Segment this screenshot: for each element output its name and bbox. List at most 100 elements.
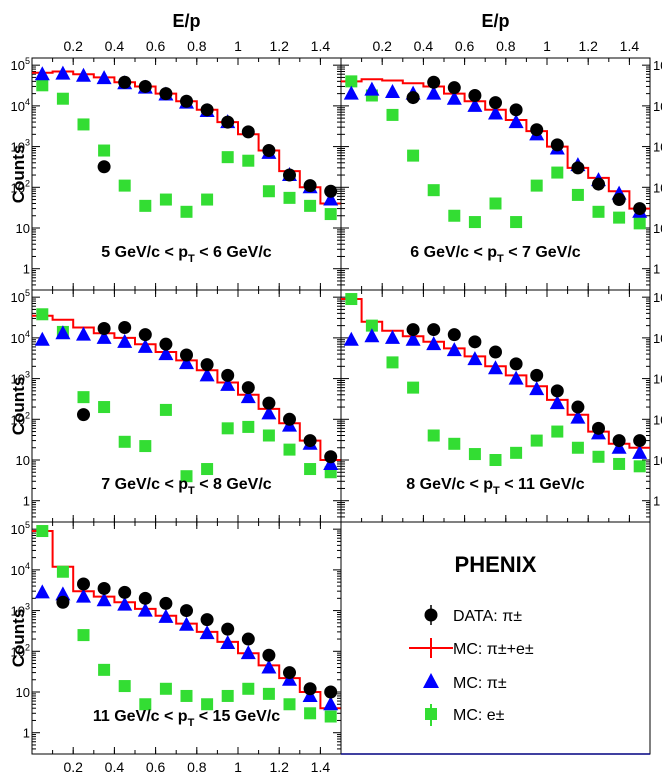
data-point [633, 434, 647, 448]
data-point [530, 368, 544, 382]
x-tick-label-top: 0.2 [63, 38, 83, 54]
mc-e-point [613, 457, 626, 470]
data-point [509, 103, 523, 117]
mc-e-point [551, 166, 564, 179]
mc-e-point [345, 75, 358, 88]
mc-e-point [324, 208, 337, 221]
mc-pi-point [199, 367, 215, 382]
mc-e-point [468, 448, 481, 461]
mc-pi-point [220, 376, 236, 391]
data-point [509, 357, 523, 371]
mc-e-point [530, 179, 543, 192]
mc-pi-point [632, 444, 648, 459]
mc-pi-point [529, 381, 545, 396]
mc-e-point [242, 420, 255, 433]
data-point [77, 577, 90, 591]
y-tick-label: 102 [653, 178, 662, 195]
x-tick-label-top: 1 [234, 38, 242, 54]
data-point [138, 79, 152, 93]
data-point [283, 666, 296, 680]
mc-pi-point [96, 329, 112, 344]
mc-e-point [180, 689, 193, 702]
mc-e-point [448, 437, 461, 450]
y-tick-label: 1 [23, 726, 30, 741]
mc-e-point [427, 429, 440, 442]
x-tick-label-bottom: 0.4 [105, 759, 125, 775]
data-point [550, 138, 564, 152]
mc-pi-point [323, 696, 339, 711]
data-point [118, 585, 132, 599]
mc-pi-point [405, 331, 421, 346]
mc-e-point [427, 184, 440, 197]
mc-pi-point [96, 70, 112, 85]
mc-e-point [98, 401, 111, 414]
data-point [241, 125, 255, 139]
data-point [180, 94, 193, 108]
mc-e-point [262, 687, 275, 700]
mc-e-point [468, 216, 481, 229]
data-point [489, 345, 502, 359]
mc-e-point [324, 710, 337, 723]
data-point [612, 434, 626, 448]
mc-pi-point [158, 608, 174, 623]
x-tick-label-bottom: 1.2 [269, 759, 289, 775]
mc-pi-point [343, 85, 359, 100]
panel-label: 8 GeV/c < pT < 11 GeV/c [406, 476, 585, 497]
mc-e-point [386, 108, 399, 121]
data-point [138, 591, 152, 605]
mc-e-point [345, 293, 358, 306]
data-point [77, 408, 90, 422]
data-point [241, 632, 255, 646]
legend-marker-triangle [423, 673, 439, 688]
mc-e-point [283, 191, 296, 204]
data-point [262, 648, 276, 662]
data-point [221, 115, 235, 129]
y-tick-label: 103 [11, 602, 30, 619]
legend-title: PHENIX [455, 552, 537, 577]
panel-3: 7 GeV/c < pT < 8 GeV/c 1 10 102 103 104 105 Cou… [9, 288, 342, 523]
data-point [221, 622, 235, 636]
mc-e-point [139, 698, 152, 711]
mc-e-point [407, 149, 420, 162]
legend: PHENIX DATA: π± MC: π±+e± MC: π± MC: e± [340, 521, 651, 755]
mc-e-point [36, 525, 49, 538]
y-tick-label: 105 [653, 56, 662, 73]
mc-e-point [592, 450, 605, 463]
x-tick-label-top: 1.4 [311, 38, 331, 54]
mc-pi-point [240, 389, 256, 404]
data-point [571, 400, 585, 414]
x-tick-label-top: 1.2 [269, 38, 289, 54]
panel-label: 6 GeV/c < pT < 7 GeV/c [410, 244, 580, 265]
mc-e-point [304, 463, 317, 476]
y-tick-label: 10 [16, 453, 30, 468]
mc-pi-point [55, 586, 71, 601]
mc-e-point [36, 79, 49, 92]
y-tick-label: 105 [11, 56, 30, 73]
y-axis-title: Counts [9, 145, 28, 204]
mc-e-point [510, 216, 523, 229]
data-point [550, 384, 564, 398]
y-tick-label: 103 [653, 138, 662, 155]
mc-e-point [592, 205, 605, 218]
x-tick-label-top: 0.2 [372, 38, 392, 54]
data-point [200, 358, 214, 372]
data-point [303, 434, 317, 448]
data-point [118, 75, 132, 89]
mc-e-point [262, 429, 275, 442]
mc-e-point [262, 185, 275, 198]
mc-e-point [201, 698, 214, 711]
data-point [159, 337, 173, 351]
x-tick-label-bottom: 0.2 [63, 759, 83, 775]
mc-e-point [201, 463, 214, 476]
data-point [118, 320, 132, 334]
data-point [283, 412, 296, 426]
mc-pi-point [76, 326, 91, 341]
legend-marker-square [425, 708, 437, 720]
y-tick-label: 10 [16, 685, 30, 700]
data-point [303, 179, 317, 193]
mc-pi-point [55, 65, 71, 80]
data-point [97, 160, 111, 174]
mc-pi-point [426, 85, 442, 100]
x-tick-label-top: 0.8 [496, 38, 516, 54]
data-point [612, 193, 626, 207]
